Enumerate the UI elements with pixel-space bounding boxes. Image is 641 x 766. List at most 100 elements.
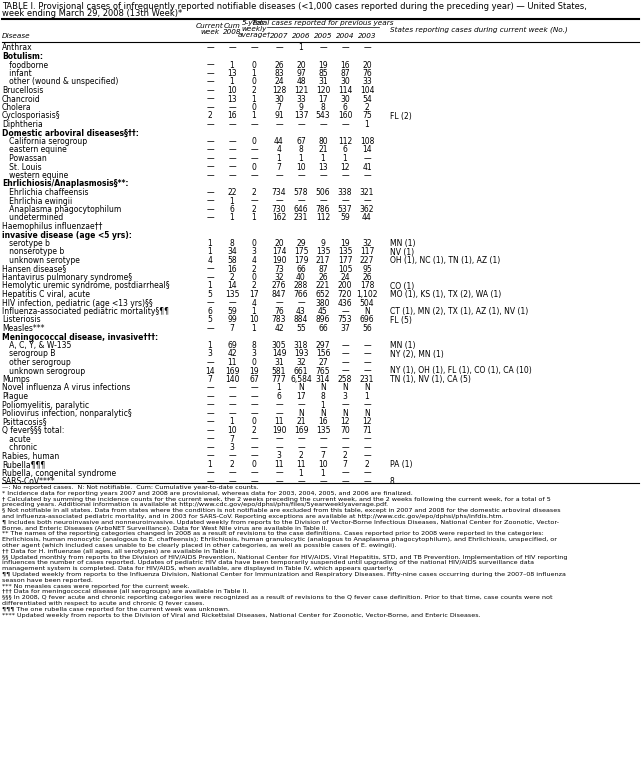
Text: 3: 3 [276, 451, 281, 460]
Text: 1: 1 [252, 324, 256, 333]
Text: chronic: chronic [2, 443, 37, 452]
Text: —: — [275, 171, 283, 180]
Text: 30: 30 [340, 94, 350, 103]
Text: —: — [228, 146, 236, 155]
Text: HIV infection, pediatric (age <13 yrs)§§: HIV infection, pediatric (age <13 yrs)§§ [2, 299, 153, 307]
Text: Borne, and Enteric Diseases (ArboNET Surveillance). Data for West Nile virus are: Borne, and Enteric Diseases (ArboNET Sur… [2, 525, 328, 531]
Text: 1: 1 [229, 61, 235, 70]
Text: 2008: 2008 [223, 29, 241, 35]
Text: —: — [228, 384, 236, 392]
Text: —: — [319, 197, 327, 205]
Text: Anaplasma phagocytophilum: Anaplasma phagocytophilum [2, 205, 121, 214]
Text: ¶¶ Updated weekly from reports to the Influenza Division, National Center for Im: ¶¶ Updated weekly from reports to the In… [2, 572, 566, 577]
Text: 37: 37 [340, 324, 350, 333]
Text: 21: 21 [318, 146, 328, 155]
Text: Brucellosis: Brucellosis [2, 86, 44, 95]
Text: —: — [206, 44, 214, 53]
Text: —: — [206, 434, 214, 444]
Text: 0: 0 [251, 460, 256, 469]
Text: —: — [206, 392, 214, 401]
Text: 4: 4 [276, 146, 281, 155]
Text: 2: 2 [252, 264, 256, 273]
Text: Hepatitis C viral, acute: Hepatitis C viral, acute [2, 290, 90, 299]
Text: Poliomyelitis, paralytic: Poliomyelitis, paralytic [2, 401, 89, 410]
Text: —: No reported cases.  N: Not notifiable.  Cum: Cumulative year-to-date counts.: —: No reported cases. N: Not notifiable.… [2, 485, 258, 490]
Text: N: N [342, 384, 348, 392]
Text: Poliovirus infection, nonparalytic§: Poliovirus infection, nonparalytic§ [2, 409, 132, 418]
Text: N: N [364, 307, 370, 316]
Text: 11: 11 [274, 460, 284, 469]
Text: 2005: 2005 [313, 33, 332, 39]
Text: —: — [250, 451, 258, 460]
Text: 66: 66 [318, 324, 328, 333]
Text: † Calculated by summing the incidence counts for the current week, the 2 weeks p: † Calculated by summing the incidence co… [2, 496, 551, 502]
Text: 0: 0 [251, 137, 256, 146]
Text: 1: 1 [365, 120, 369, 129]
Text: 67: 67 [296, 137, 306, 146]
Text: —: — [297, 120, 305, 129]
Text: Rabies, human: Rabies, human [2, 451, 59, 460]
Text: 75: 75 [362, 112, 372, 120]
Text: 8: 8 [252, 341, 256, 350]
Text: 120: 120 [316, 86, 330, 95]
Text: Domestic arboviral diseases§††:: Domestic arboviral diseases§††: [2, 129, 139, 138]
Text: 436: 436 [338, 299, 353, 307]
Text: 137: 137 [294, 112, 308, 120]
Text: TABLE I. Provisional cases of infrequently reported notifiable diseases (<1,000 : TABLE I. Provisional cases of infrequent… [2, 2, 587, 11]
Text: —: — [206, 477, 214, 486]
Text: 24: 24 [340, 273, 350, 282]
Text: —: — [341, 366, 349, 375]
Text: —: — [297, 171, 305, 180]
Text: 1: 1 [252, 69, 256, 78]
Text: Anthrax: Anthrax [2, 44, 33, 53]
Text: —: — [250, 443, 258, 452]
Text: 221: 221 [316, 281, 330, 290]
Text: —: — [319, 44, 327, 53]
Text: 76: 76 [274, 307, 284, 316]
Text: —: — [297, 477, 305, 486]
Text: 2: 2 [365, 460, 369, 469]
Text: 288: 288 [294, 281, 308, 290]
Text: 305: 305 [272, 341, 287, 350]
Text: 59: 59 [227, 307, 237, 316]
Text: 16: 16 [340, 61, 350, 70]
Text: 59: 59 [340, 214, 350, 222]
Text: §§§ In 2008, Q fever acute and chronic reporting categories were recognized as a: §§§ In 2008, Q fever acute and chronic r… [2, 595, 553, 600]
Text: 14: 14 [227, 281, 237, 290]
Text: —: — [206, 77, 214, 87]
Text: 42: 42 [227, 349, 237, 358]
Text: 231: 231 [294, 214, 308, 222]
Text: 730: 730 [272, 205, 287, 214]
Text: 1: 1 [229, 77, 235, 87]
Text: 318: 318 [294, 341, 308, 350]
Text: 55: 55 [296, 324, 306, 333]
Text: 1,102: 1,102 [356, 290, 378, 299]
Text: 140: 140 [225, 375, 239, 384]
Text: Listeriosis: Listeriosis [2, 316, 40, 325]
Text: 3: 3 [229, 443, 235, 452]
Text: 884: 884 [294, 316, 308, 325]
Text: —: — [297, 401, 305, 410]
Text: 16: 16 [227, 264, 237, 273]
Text: eastern equine: eastern equine [2, 146, 67, 155]
Text: 56: 56 [362, 324, 372, 333]
Text: N: N [298, 409, 304, 418]
Text: Current: Current [196, 23, 224, 29]
Text: 1: 1 [229, 214, 235, 222]
Text: 720: 720 [338, 290, 353, 299]
Text: —: — [250, 197, 258, 205]
Text: 179: 179 [294, 256, 308, 265]
Text: N: N [342, 409, 348, 418]
Text: 135: 135 [316, 247, 330, 257]
Text: California serogroup: California serogroup [2, 137, 87, 146]
Text: 114: 114 [338, 86, 352, 95]
Text: Hemolytic uremic syndrome, postdiarrheal§: Hemolytic uremic syndrome, postdiarrheal… [2, 281, 170, 290]
Text: Haemophilus influenzae††: Haemophilus influenzae†† [2, 222, 103, 231]
Text: Powassan: Powassan [2, 154, 47, 163]
Text: 104: 104 [360, 86, 374, 95]
Text: ** The names of the reporting categories changed in 2008 as a result of revision: ** The names of the reporting categories… [2, 532, 544, 536]
Text: invasive disease (age <5 yrs):: invasive disease (age <5 yrs): [2, 231, 132, 240]
Text: —: — [206, 197, 214, 205]
Text: Novel influenza A virus infections: Novel influenza A virus infections [2, 384, 130, 392]
Text: Q fever§§§ total:: Q fever§§§ total: [2, 426, 64, 435]
